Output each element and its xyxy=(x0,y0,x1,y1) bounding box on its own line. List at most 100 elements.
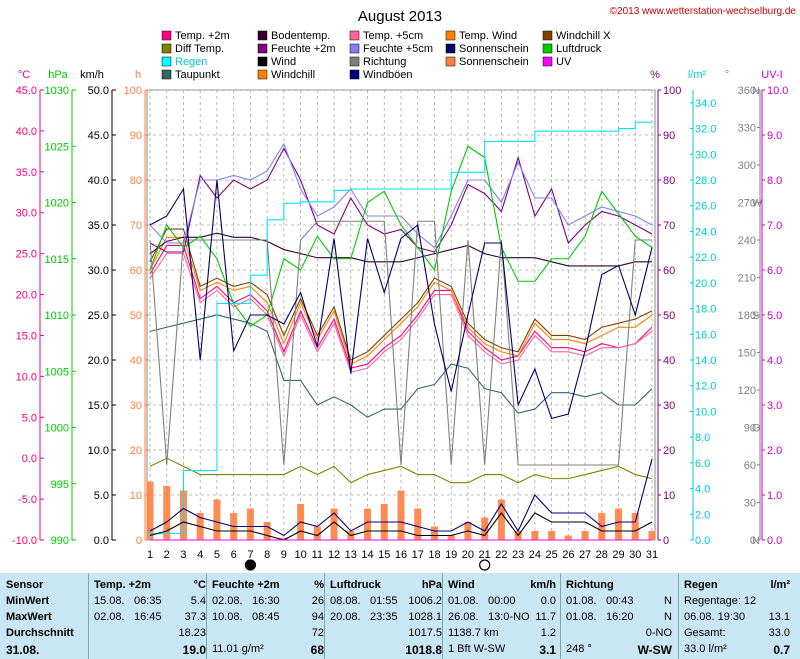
legend-label: Windböen xyxy=(363,69,413,81)
copyright-link[interactable]: ©2013 www.wetterstation-wechselburg.de xyxy=(610,6,797,17)
hours-tick-label: 40 xyxy=(130,355,142,367)
wind-row-value: 1.2 xyxy=(540,627,556,639)
temp-row-value: 5.4 xyxy=(190,595,206,607)
uv-unit: UV-I xyxy=(761,69,782,81)
percent-tick-label: 60 xyxy=(663,265,675,277)
x-tick-label: 8 xyxy=(264,549,270,561)
series-line-regen xyxy=(149,121,652,540)
degree-tick-label: 90 xyxy=(744,423,756,435)
sensor-column: Sensor MinWert MaxWert Durchschnitt 31.0… xyxy=(6,573,86,659)
rain-tick-label: 20.0 xyxy=(695,278,716,290)
wind-row-value: 3.1 xyxy=(539,643,556,657)
x-tick-label: 3 xyxy=(180,549,186,561)
humidity-row-value: 68 xyxy=(310,643,324,657)
legend-swatch xyxy=(161,56,172,67)
humidity-row-time: 08:45 xyxy=(252,611,280,623)
pressure-row-value: 1006.2 xyxy=(408,595,442,607)
hpa-tick-label: 1025 xyxy=(45,141,69,153)
direction-row-time: 00:43 xyxy=(606,595,634,607)
sunshine-bar xyxy=(364,508,372,540)
sunshine-bar xyxy=(430,526,438,540)
legend-swatch xyxy=(542,56,553,67)
degree-tick-label: 180 xyxy=(738,310,756,322)
uv-tick-label: 4.0 xyxy=(767,355,782,367)
celsius-unit: °C xyxy=(18,69,30,81)
legend-swatch xyxy=(445,30,456,41)
rain-row-label: Regentage: 12 xyxy=(684,595,757,607)
hpa-tick-label: 1005 xyxy=(45,366,69,378)
celsius-tick-label: 15.0 xyxy=(16,330,37,342)
sensor-header: Sensor xyxy=(6,579,44,591)
series-line-sonnenschein xyxy=(149,179,653,420)
legend-label: Bodentemp. xyxy=(271,30,330,42)
celsius-tick-label: -5.0 xyxy=(18,494,37,506)
direction-row-value: N xyxy=(664,611,672,623)
legend-swatch xyxy=(349,30,360,41)
x-tick-label: 11 xyxy=(312,549,323,561)
legend-label: Feuchte +2m xyxy=(271,43,336,55)
legend-swatch xyxy=(161,69,172,80)
legend-label: Windchill xyxy=(271,69,315,81)
wind-unit: km/h xyxy=(530,579,556,591)
sunshine-bar xyxy=(631,513,639,540)
humidity-row-time: 16:30 xyxy=(252,595,280,607)
sunshine-bar xyxy=(213,499,221,540)
kmh-tick-label: 40.0 xyxy=(88,175,109,187)
series-line-feuchte-2m xyxy=(149,147,653,253)
series-line-windb-en xyxy=(149,458,653,537)
rain-tick-label: 0.0 xyxy=(695,535,710,547)
rain-tick-label: 2.0 xyxy=(695,509,710,521)
uv-tick-label: 3.0 xyxy=(767,400,782,412)
hpa-tick-label: 1020 xyxy=(45,198,69,210)
degree-tick-label: 30 xyxy=(744,498,756,510)
wind-row-value: 11.7 xyxy=(535,611,556,623)
legend-swatch xyxy=(445,43,456,54)
series-line-windchill-x xyxy=(149,228,653,361)
legend-label: Windchill X xyxy=(556,30,611,42)
legend-swatch xyxy=(161,30,172,41)
x-tick-label: 18 xyxy=(428,549,440,561)
sunshine-bar xyxy=(280,537,288,540)
uv-tick-label: 8.0 xyxy=(767,175,782,187)
legend-swatch xyxy=(542,43,553,54)
hours-tick-label: 10 xyxy=(130,490,142,502)
legend-label: Temp. Wind xyxy=(459,30,517,42)
percent-tick-label: 90 xyxy=(663,130,675,142)
celsius-tick-label: 40.0 xyxy=(16,126,37,138)
legend-swatch xyxy=(542,30,553,41)
x-tick-label: 22 xyxy=(495,549,507,561)
hpa-unit: hPa xyxy=(48,69,68,81)
pressure-row-date: 20.08. xyxy=(330,611,361,623)
x-tick-label: 4 xyxy=(197,549,203,561)
hours-tick-label: 80 xyxy=(130,175,142,187)
x-tick-label: 21 xyxy=(479,549,491,561)
percent-tick-label: 10 xyxy=(663,490,675,502)
x-tick-label: 26 xyxy=(562,549,574,561)
sunshine-bar xyxy=(330,508,338,540)
rain-tick-label: 14.0 xyxy=(695,355,716,367)
sunshine-bar xyxy=(163,486,171,540)
humidity-row-value: 72 xyxy=(311,627,324,639)
temp-unit: °C xyxy=(193,579,206,591)
legend-swatch xyxy=(257,43,268,54)
rain-unit: l/m² xyxy=(688,69,707,81)
rain-unit: l/m² xyxy=(770,579,790,591)
degree-tick-label: 120 xyxy=(738,385,756,397)
x-tick-label: 31 xyxy=(646,549,658,561)
humidity-row-value: 26 xyxy=(311,595,324,607)
hpa-tick-label: 1015 xyxy=(45,254,69,266)
kmh-tick-label: 35.0 xyxy=(88,220,109,232)
series-line-taupunkt xyxy=(149,314,653,418)
legend-swatch xyxy=(349,69,360,80)
temp-row-date: 02.08. xyxy=(94,611,125,623)
pressure-header: Luftdruck xyxy=(330,579,381,591)
degree-tick-label: 240 xyxy=(738,235,756,247)
series-line-bodentemp- xyxy=(149,232,652,267)
x-tick-label: 17 xyxy=(412,549,424,561)
humidity-header: Feuchte +2m xyxy=(212,579,280,591)
sunshine-bar xyxy=(397,490,405,540)
sunshine-bar xyxy=(497,499,505,540)
full-moon-icon xyxy=(479,559,491,571)
rain-tick-label: 10.0 xyxy=(695,406,716,418)
x-tick-label: 25 xyxy=(545,549,557,561)
